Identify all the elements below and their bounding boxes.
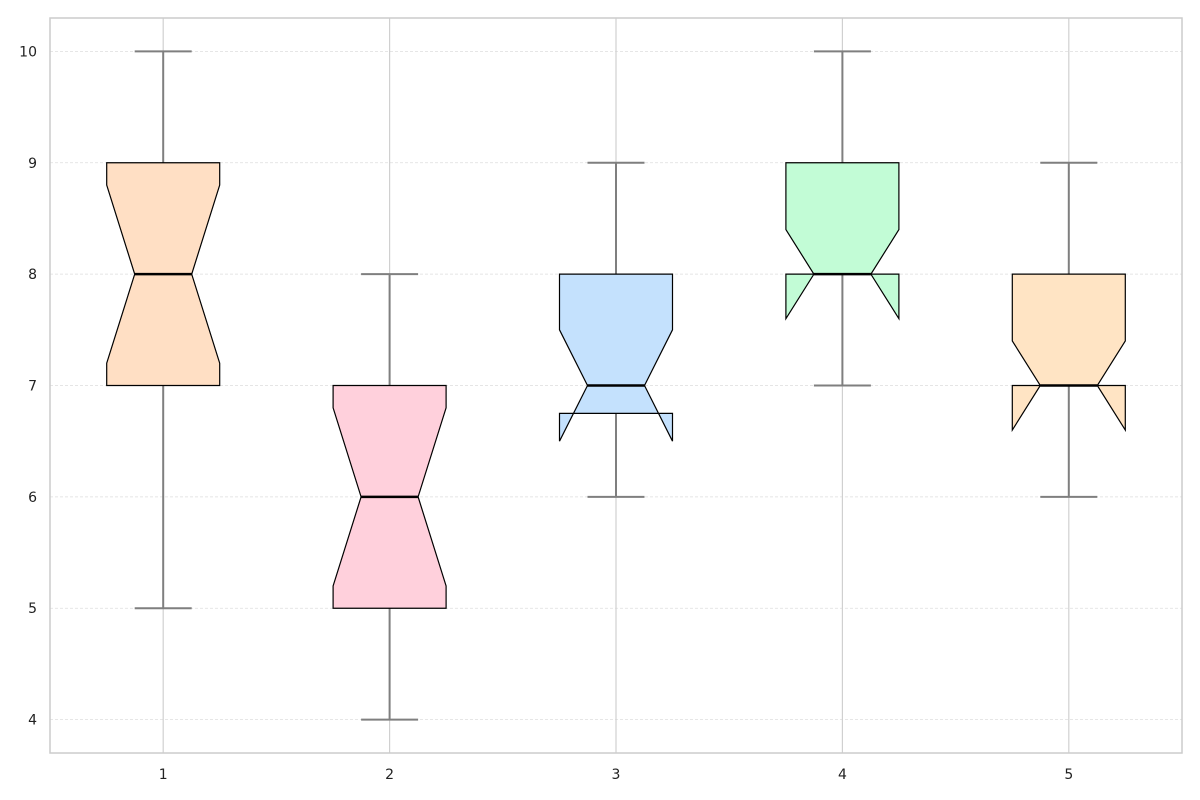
box-group [785, 50, 900, 387]
x-tick-label: 1 [159, 767, 168, 783]
box-group [106, 50, 221, 610]
y-tick-label: 6 [28, 490, 37, 506]
y-tick-label: 7 [28, 379, 37, 395]
y-tick-label: 10 [19, 44, 37, 60]
notched-box [558, 273, 674, 442]
y-tick-label: 8 [28, 267, 37, 283]
notched-box [1011, 273, 1126, 433]
x-tick-label: 5 [1064, 767, 1073, 783]
box-layer [106, 50, 1126, 721]
x-tick-label: 4 [838, 767, 847, 783]
box-group [558, 161, 674, 498]
box-group [332, 273, 447, 721]
notched-box [785, 162, 900, 321]
x-tick-label: 2 [385, 767, 394, 783]
tick-layer: 4 5 6 7 8 9 10 1 2 3 4 5 [19, 44, 1073, 783]
y-tick-label: 5 [28, 601, 37, 617]
plot-frame [49, 17, 1183, 754]
x-tick-label: 3 [612, 767, 621, 783]
y-tick-label: 9 [28, 156, 37, 172]
box-group [1011, 161, 1126, 498]
y-tick-label: 4 [28, 713, 37, 729]
